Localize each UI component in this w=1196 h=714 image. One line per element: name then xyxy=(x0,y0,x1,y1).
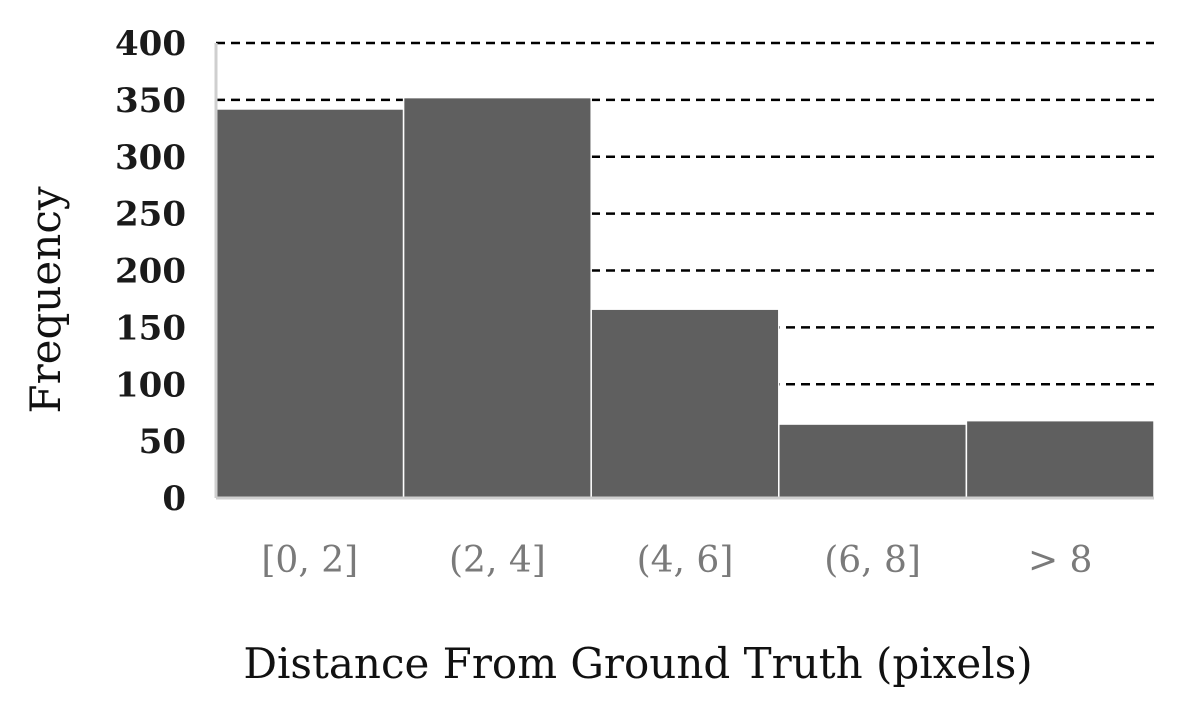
y-tick-label: 50 xyxy=(139,422,186,462)
x-tick-label: [0, 2] xyxy=(261,540,358,581)
bar xyxy=(590,308,780,499)
y-tick-label: 0 xyxy=(162,479,186,519)
y-tick-label: 150 xyxy=(115,308,186,348)
y-tick-label: 300 xyxy=(115,138,186,178)
bar xyxy=(402,96,592,499)
bars xyxy=(215,96,1155,499)
y-tick-label: 200 xyxy=(115,252,186,292)
y-tick-label: 350 xyxy=(115,81,186,121)
bar xyxy=(965,419,1155,499)
y-tick-label: 400 xyxy=(115,24,186,64)
axes xyxy=(214,43,1154,500)
x-tick-label: (4, 6] xyxy=(637,540,734,581)
bar xyxy=(215,108,405,499)
bar xyxy=(778,423,968,499)
y-tick-labels: 0 50 100 150 200 250 300 350 400 xyxy=(115,24,186,519)
x-tick-label: > 8 xyxy=(1028,540,1093,581)
y-tick-label: 100 xyxy=(115,365,186,405)
x-tick-labels: [0, 2] (2, 4] (4, 6] (6, 8] > 8 xyxy=(261,540,1092,581)
y-tick-label: 250 xyxy=(115,195,186,235)
x-axis-title: Distance From Ground Truth (pixels) xyxy=(243,639,1032,688)
y-axis-title: Frequency xyxy=(21,186,70,413)
x-tick-label: (6, 8] xyxy=(824,540,921,581)
x-tick-label: (2, 4] xyxy=(449,540,546,581)
